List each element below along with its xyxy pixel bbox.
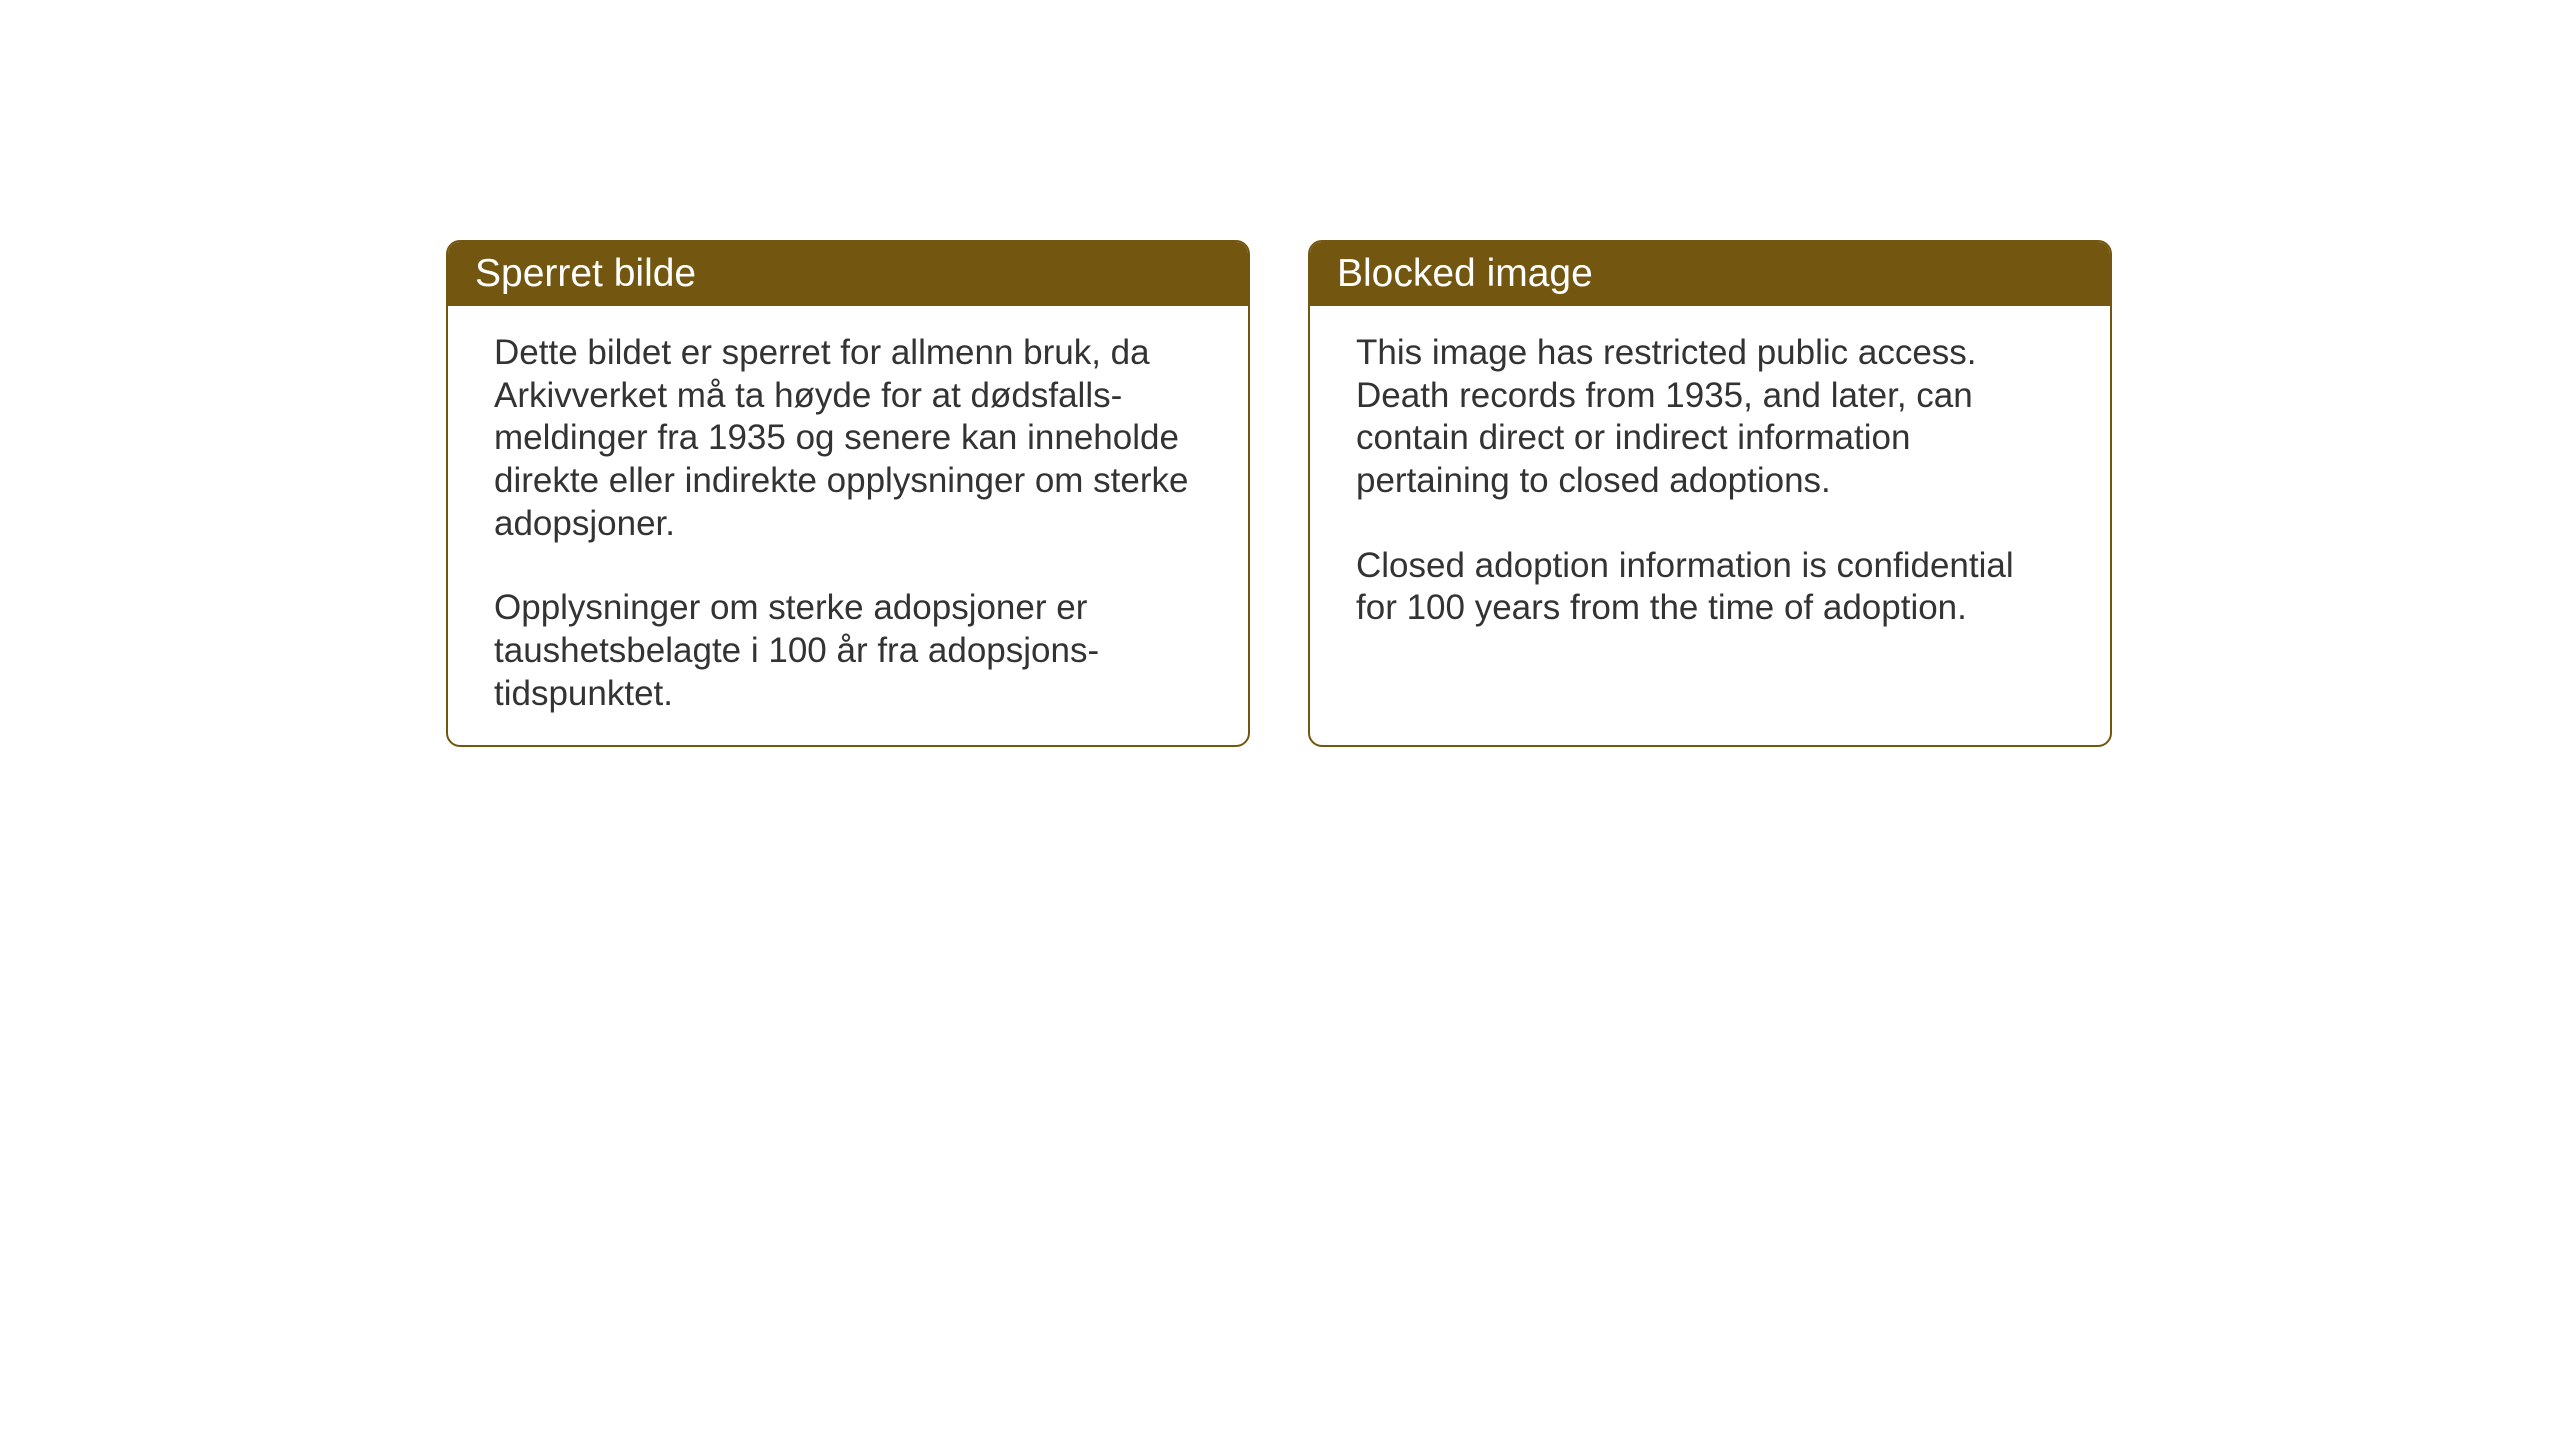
card-body-no: Dette bildet er sperret for allmenn bruk… — [448, 306, 1248, 742]
cards-container: Sperret bilde Dette bildet er sperret fo… — [446, 240, 2560, 747]
card-title-no: Sperret bilde — [475, 252, 696, 295]
card-paragraph-2-no: Opplysninger om sterke adopsjoner er tau… — [494, 587, 1202, 715]
card-body-en: This image has restricted public access.… — [1310, 306, 2110, 656]
english-card: Blocked image This image has restricted … — [1308, 240, 2112, 747]
card-paragraph-2-en: Closed adoption information is confident… — [1356, 545, 2064, 630]
card-paragraph-1-en: This image has restricted public access.… — [1356, 332, 2064, 503]
card-paragraph-1-no: Dette bildet er sperret for allmenn bruk… — [494, 332, 1202, 545]
norwegian-card: Sperret bilde Dette bildet er sperret fo… — [446, 240, 1250, 747]
card-header-no: Sperret bilde — [448, 242, 1248, 306]
card-header-en: Blocked image — [1310, 242, 2110, 306]
card-title-en: Blocked image — [1337, 252, 1593, 295]
